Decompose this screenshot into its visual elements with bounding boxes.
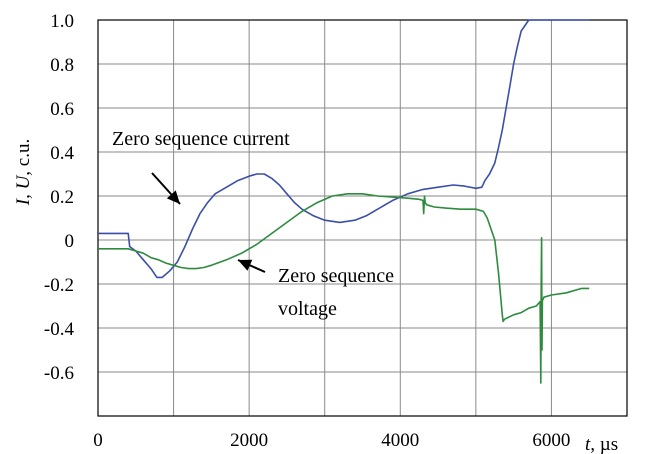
annotation-voltage-line1: Zero sequence: [278, 265, 394, 287]
gridlines: [98, 20, 627, 416]
y-axis-title-u: U,: [13, 171, 34, 189]
series-line-current: [98, 19, 590, 279]
y-axis-title-unit: c.u.: [13, 139, 34, 166]
y-axis-title: I, U, c.u.: [13, 139, 34, 207]
arrow-voltage: [237, 259, 266, 273]
annotation-current: Zero sequence current: [112, 128, 290, 150]
x-tick-label: 0: [93, 430, 103, 451]
y-tick-label: 0.4: [50, 143, 74, 164]
y-tick-label: -0.4: [44, 319, 75, 340]
x-axis-title: t, µs: [585, 434, 618, 454]
x-tick-label: 6000: [532, 430, 570, 451]
y-tick-label: -0.2: [44, 275, 74, 296]
x-axis-title-unit: µs: [600, 434, 618, 454]
series-layer: [98, 19, 590, 384]
x-tick-label: 2000: [230, 430, 268, 451]
x-tick-label: 4000: [381, 430, 419, 451]
y-tick-labels: 1.0 0.8 0.6 0.4 0.2 0 -0.2 -0.4 -0.6: [44, 11, 75, 384]
y-tick-label: 1.0: [50, 11, 74, 32]
y-tick-label: 0.2: [50, 187, 74, 208]
annotation-voltage-line2: voltage: [278, 298, 337, 320]
y-tick-label: -0.6: [44, 363, 74, 384]
y-axis-title-i: I,: [13, 194, 34, 206]
x-axis-title-t: t,: [585, 434, 595, 454]
x-tick-labels: 0 2000 4000 6000: [93, 430, 570, 451]
y-tick-label: 0: [65, 231, 75, 252]
series-line-voltage: [98, 193, 590, 384]
plot-frame: [97, 19, 628, 417]
arrow-current: [151, 172, 181, 205]
annotation-arrows: [151, 172, 266, 273]
y-tick-label: 0.8: [50, 55, 74, 76]
y-tick-label: 0.6: [50, 99, 74, 120]
